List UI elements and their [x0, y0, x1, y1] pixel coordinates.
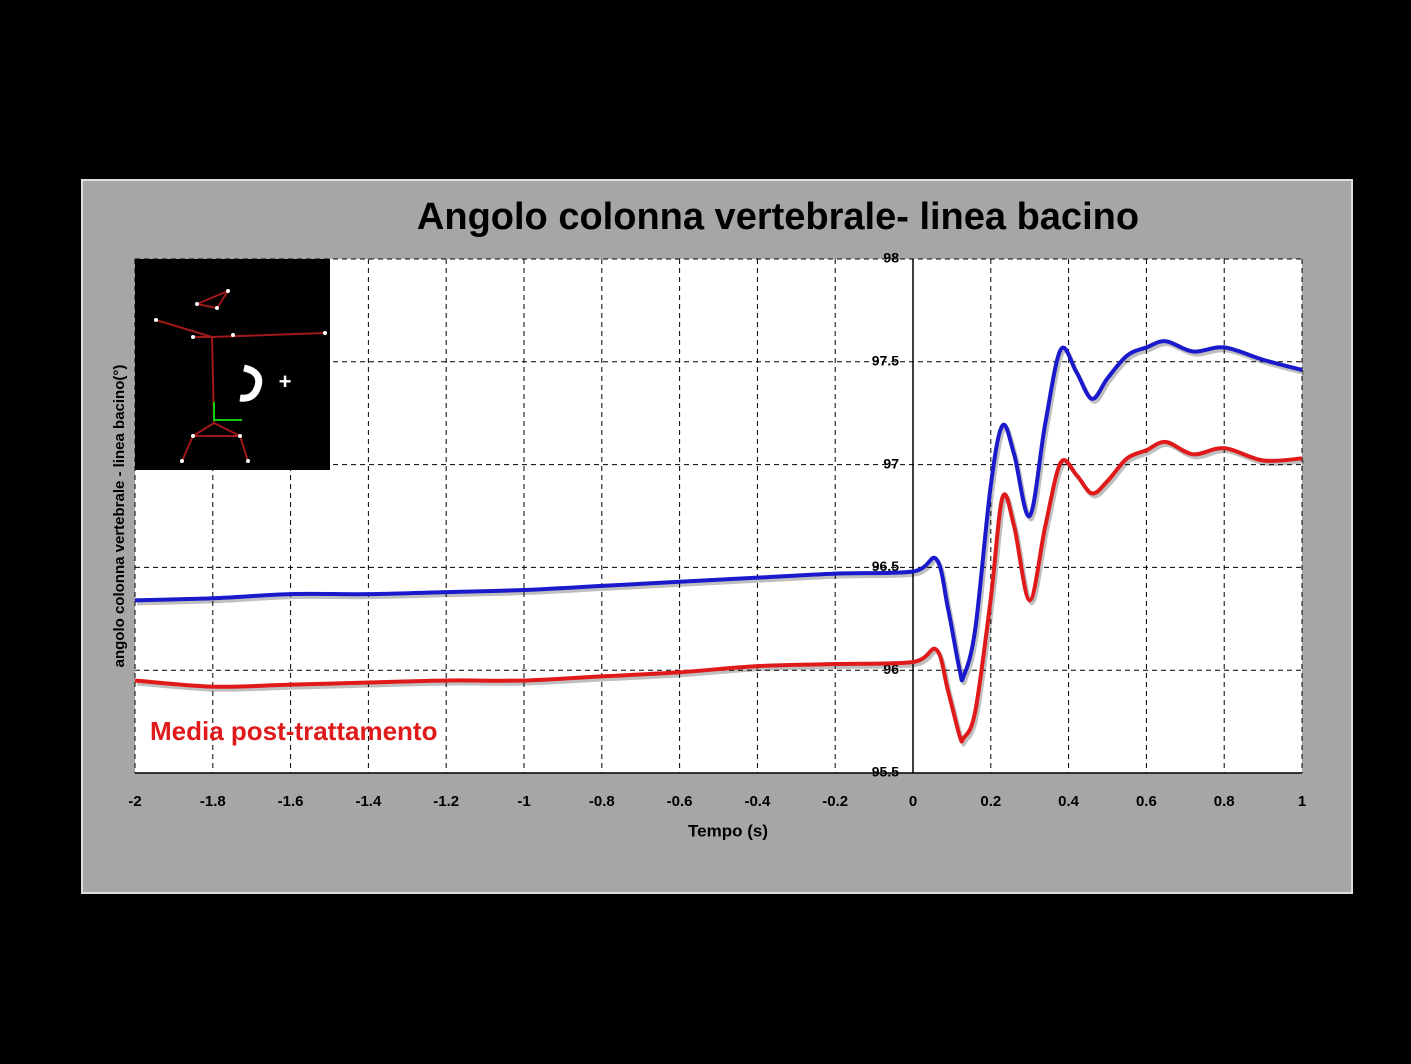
x-tick-label: 0.2	[980, 793, 1001, 810]
x-tick-label: 1	[1298, 793, 1306, 810]
x-tick-label: 0.4	[1058, 793, 1080, 810]
inset: +	[135, 259, 330, 470]
x-tick-label: -2	[128, 793, 141, 810]
inset-label: +	[279, 369, 292, 394]
annotation: Media post-trattamento	[150, 716, 437, 746]
x-tick-label: -0.8	[589, 793, 615, 810]
x-tick-label: 0.6	[1136, 793, 1157, 810]
chart: -2 -1.8 -1.6 -1.4 -1.2 -1 -0.8 -0.6 -0.4 -0.2 0 0.2…	[0, 0, 1411, 1064]
x-axis-label: Tempo (s)	[688, 821, 768, 840]
x-tick-label: 0.8	[1214, 793, 1235, 810]
chart-title: Angolo colonna vertebrale- linea bacino	[417, 196, 1139, 238]
y-tick-label: 97.5	[872, 353, 899, 369]
x-tick-label: 0	[909, 793, 917, 810]
y-tick-label: 95.5	[872, 764, 899, 780]
x-tick-label: -1	[517, 793, 530, 810]
y-tick-label: 98	[883, 250, 899, 266]
x-tick-label: -0.4	[744, 793, 771, 810]
page: {"chart_data": {"type": "line", "title":…	[0, 0, 1411, 1064]
x-tick-label: -1.2	[433, 793, 459, 810]
y-axis-label: angolo colonna vertebrale - linea bacino…	[111, 365, 128, 668]
x-tick-label: -0.6	[667, 793, 693, 810]
x-tick-label: -1.6	[278, 793, 304, 810]
x-tick-label: -1.8	[200, 793, 226, 810]
x-tick-label: -1.4	[355, 793, 382, 810]
y-tick-label: 97	[883, 455, 899, 471]
x-tick-label: -0.2	[822, 793, 848, 810]
